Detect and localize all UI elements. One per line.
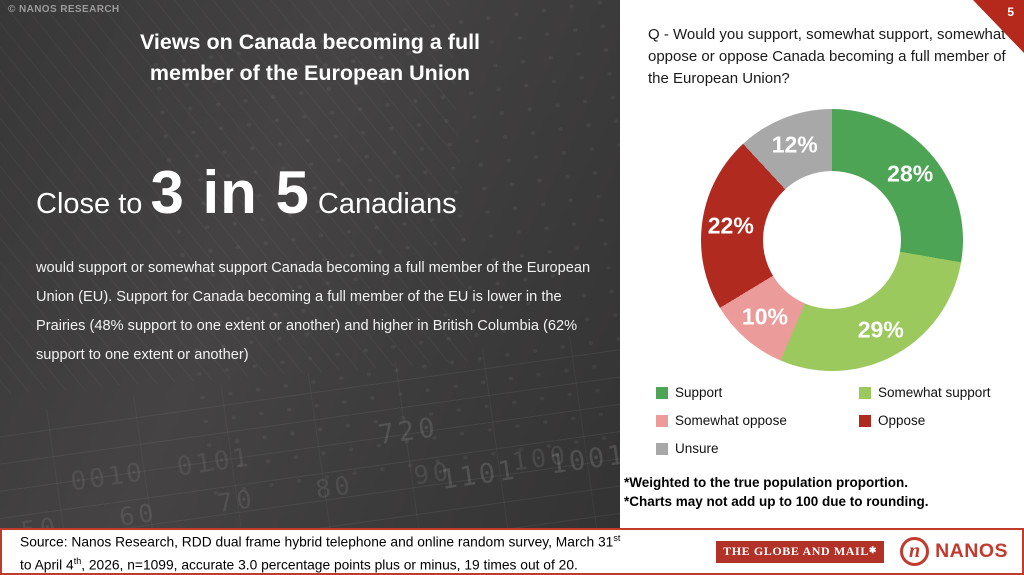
source-line-2: to April 4th, 2026, n=1099, accurate 3.0… bbox=[20, 555, 578, 573]
chart-footnotes: *Weighted to the true population proport… bbox=[624, 473, 929, 511]
source-note: Source: Nanos Research, RDD dual frame h… bbox=[20, 529, 620, 574]
corner-triangle-decoration bbox=[973, 0, 1024, 53]
legend-label: Somewhat oppose bbox=[675, 413, 787, 428]
legend-label: Unsure bbox=[675, 441, 719, 456]
headline-statistic: Close to 3 in 5 Canadians bbox=[36, 158, 457, 227]
legend-item-somewhat-support: Somewhat support bbox=[859, 385, 1016, 400]
summary-paragraph: would support or somewhat support Canada… bbox=[36, 260, 591, 363]
legend-item-oppose: Oppose bbox=[859, 413, 1016, 428]
donut-label-somewhat-oppose: 10% bbox=[741, 303, 788, 330]
legend-label: Somewhat support bbox=[878, 385, 991, 400]
left-panel: 50 60 70 80 90 100 110 0010 0101 1101 10… bbox=[0, 0, 620, 528]
globe-and-mail-logo: THE GLOBE AND MAIL✱ bbox=[716, 540, 885, 563]
stat-suffix: Canadians bbox=[309, 188, 457, 220]
legend-item-support: Support bbox=[656, 385, 859, 400]
footnote-rounding: *Charts may not add up to 100 due to rou… bbox=[624, 494, 929, 509]
nanos-n-icon: n bbox=[900, 537, 930, 566]
legend-swatch-oppose bbox=[859, 414, 871, 427]
donut-label-oppose: 22% bbox=[707, 212, 754, 239]
legend-swatch-somewhat-oppose bbox=[656, 414, 668, 427]
footer-logos: THE GLOBE AND MAIL✱ n NANOS bbox=[716, 537, 1008, 566]
right-panel: Q - Would you support, somewhat support,… bbox=[620, 0, 1024, 528]
chart-legend: Support Somewhat support Somewhat oppose… bbox=[656, 385, 1016, 456]
footer-bar: Source: Nanos Research, RDD dual frame h… bbox=[0, 528, 1024, 575]
source-line-1: Source: Nanos Research, RDD dual frame h… bbox=[20, 532, 621, 550]
donut-label-unsure: 12% bbox=[771, 131, 818, 158]
legend-item-unsure: Unsure bbox=[656, 441, 859, 456]
donut-hole bbox=[763, 171, 901, 309]
legend-label: Support bbox=[675, 385, 723, 400]
survey-question: Q - Would you support, somewhat support,… bbox=[648, 26, 1006, 87]
donut-chart: 28% 29% 10% 22% 12% bbox=[701, 109, 963, 371]
nanos-wordmark: NANOS bbox=[935, 540, 1008, 562]
maple-leaf-icon: ✱ bbox=[868, 544, 878, 555]
slide-title: Views on Canada becoming a full member o… bbox=[139, 30, 481, 86]
legend-label: Oppose bbox=[878, 413, 926, 428]
donut-label-support: 28% bbox=[887, 160, 934, 187]
stat-prefix: Close to bbox=[36, 188, 151, 220]
copyright-notice: © NANOS RESEARCH bbox=[8, 4, 120, 15]
legend-swatch-somewhat-support bbox=[859, 386, 871, 399]
legend-swatch-unsure bbox=[656, 442, 668, 455]
legend-item-somewhat-oppose: Somewhat oppose bbox=[656, 413, 859, 428]
page-number: 5 bbox=[1007, 5, 1014, 19]
legend-swatch-support bbox=[656, 386, 668, 399]
donut-label-somewhat-support: 29% bbox=[857, 316, 904, 343]
footnote-weighted: *Weighted to the true population proport… bbox=[624, 475, 908, 490]
nanos-logo: n NANOS bbox=[900, 537, 1008, 566]
stat-big-number: 3 in 5 bbox=[150, 159, 310, 226]
